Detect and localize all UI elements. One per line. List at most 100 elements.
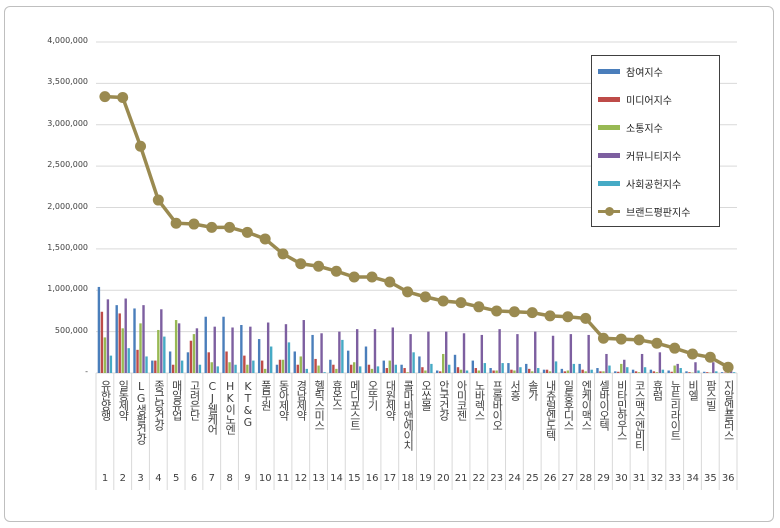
rank-label: 19 bbox=[419, 473, 432, 484]
legend-entry: 참여지수 bbox=[598, 64, 663, 79]
bar-3-12 bbox=[299, 356, 302, 373]
line-point-28 bbox=[580, 312, 592, 324]
bar-4-32 bbox=[658, 352, 662, 373]
bar-3-27 bbox=[566, 370, 570, 373]
rank-label: 18 bbox=[401, 473, 415, 484]
bar-5-18 bbox=[412, 352, 415, 373]
bar-2-33 bbox=[670, 371, 673, 373]
bar-2-21 bbox=[456, 367, 460, 373]
rank-label: 26 bbox=[543, 473, 557, 484]
bar-2-24 bbox=[510, 369, 513, 373]
y-tick-label: 2,000,000 bbox=[47, 201, 88, 211]
x-tick-label: 종근당건강 bbox=[152, 380, 166, 430]
line-point-20 bbox=[437, 295, 449, 307]
bar-4-20 bbox=[445, 331, 448, 373]
y-tick-label: 2,500,000 bbox=[47, 160, 88, 170]
bar-1-20 bbox=[436, 370, 439, 373]
bar-2-29 bbox=[599, 371, 602, 373]
rank-label: 20 bbox=[436, 473, 450, 484]
bar-1-23 bbox=[489, 368, 492, 373]
x-tick-label: 오뚜기 bbox=[366, 380, 380, 410]
bar-2-16 bbox=[367, 364, 371, 373]
bar-2-30 bbox=[617, 371, 620, 373]
x-tick-label: 일동후디스 bbox=[561, 380, 575, 430]
bar-5-23 bbox=[501, 363, 504, 373]
bar-1-1 bbox=[97, 286, 101, 373]
bar-1-21 bbox=[453, 354, 457, 373]
bar-1-4 bbox=[151, 360, 154, 373]
bar-5-2 bbox=[127, 348, 130, 373]
bar-1-27 bbox=[560, 368, 564, 373]
line-point-29 bbox=[597, 332, 609, 344]
line-point-7 bbox=[206, 221, 218, 233]
bar-1-6 bbox=[186, 352, 190, 373]
line-point-33 bbox=[669, 342, 681, 354]
bar-2-4 bbox=[154, 360, 157, 373]
rank-label: 21 bbox=[454, 473, 468, 484]
x-tick-label: 유한양행 bbox=[99, 380, 112, 420]
x-tick-label: 팜스빌 bbox=[704, 380, 718, 410]
chart-border bbox=[4, 6, 774, 522]
line-point-23 bbox=[491, 305, 503, 317]
line-point-4 bbox=[152, 194, 164, 206]
bar-4-35 bbox=[712, 362, 715, 373]
bar-4-1 bbox=[106, 299, 110, 373]
bar-4-13 bbox=[320, 333, 323, 373]
bar-1-18 bbox=[400, 364, 403, 373]
bar-3-25 bbox=[531, 371, 534, 373]
bar-2-18 bbox=[403, 368, 406, 373]
bar-1-7 bbox=[204, 316, 207, 373]
bar-5-30 bbox=[626, 367, 629, 373]
bar-4-9 bbox=[249, 326, 252, 373]
x-tick-label: 휴럼 bbox=[650, 380, 664, 400]
legend-entry: 브랜드평판지수 bbox=[598, 204, 690, 219]
bar-5-8 bbox=[234, 364, 237, 373]
bar-1-35 bbox=[703, 371, 706, 373]
bar-3-29 bbox=[602, 371, 605, 373]
bar-5-15 bbox=[358, 366, 362, 373]
bar-5-32 bbox=[661, 369, 665, 373]
rank-label: 8 bbox=[226, 473, 233, 484]
rank-label: 3 bbox=[137, 473, 144, 484]
bar-2-20 bbox=[439, 371, 442, 373]
bar-5-10 bbox=[269, 346, 273, 373]
bar-4-6 bbox=[195, 328, 199, 373]
line-point-8 bbox=[224, 221, 236, 233]
bar-2-12 bbox=[296, 364, 299, 373]
bar-3-8 bbox=[228, 362, 231, 373]
bar-1-32 bbox=[649, 369, 653, 373]
line-point-3 bbox=[135, 140, 147, 152]
line-point-35 bbox=[704, 351, 716, 363]
line-point-24 bbox=[508, 306, 520, 318]
bar-3-1 bbox=[103, 337, 107, 373]
bar-4-16 bbox=[373, 329, 377, 373]
line-point-12 bbox=[295, 258, 307, 270]
bar-3-10 bbox=[263, 368, 267, 373]
rank-label: 28 bbox=[579, 473, 593, 484]
legend-label: 사회공헌지수 bbox=[626, 180, 682, 191]
bar-1-24 bbox=[507, 363, 510, 373]
bar-4-19 bbox=[427, 331, 430, 373]
rank-label: 5 bbox=[173, 473, 180, 484]
bar-3-33 bbox=[673, 365, 676, 373]
bar-1-31 bbox=[631, 369, 635, 373]
bar-2-5 bbox=[171, 364, 175, 373]
bar-3-15 bbox=[352, 362, 356, 373]
x-tick-label: 비엘 bbox=[686, 380, 700, 400]
bar-2-9 bbox=[243, 355, 246, 373]
bar-3-28 bbox=[584, 371, 587, 373]
bar-1-12 bbox=[293, 351, 296, 373]
bar-4-29 bbox=[605, 353, 608, 373]
bar-5-3 bbox=[145, 356, 148, 373]
bar-5-16 bbox=[376, 366, 380, 373]
x-tick-label: 뉴트리라이트 bbox=[668, 380, 682, 440]
bar-5-19 bbox=[430, 363, 433, 373]
bar-4-14 bbox=[338, 331, 341, 373]
bar-4-25 bbox=[534, 331, 537, 373]
bar-4-28 bbox=[587, 334, 590, 373]
x-tick-label: 풀무원 bbox=[259, 380, 273, 410]
y-tick-label: 1,500,000 bbox=[47, 242, 88, 252]
legend-entry: 커뮤니티지수 bbox=[598, 148, 681, 163]
